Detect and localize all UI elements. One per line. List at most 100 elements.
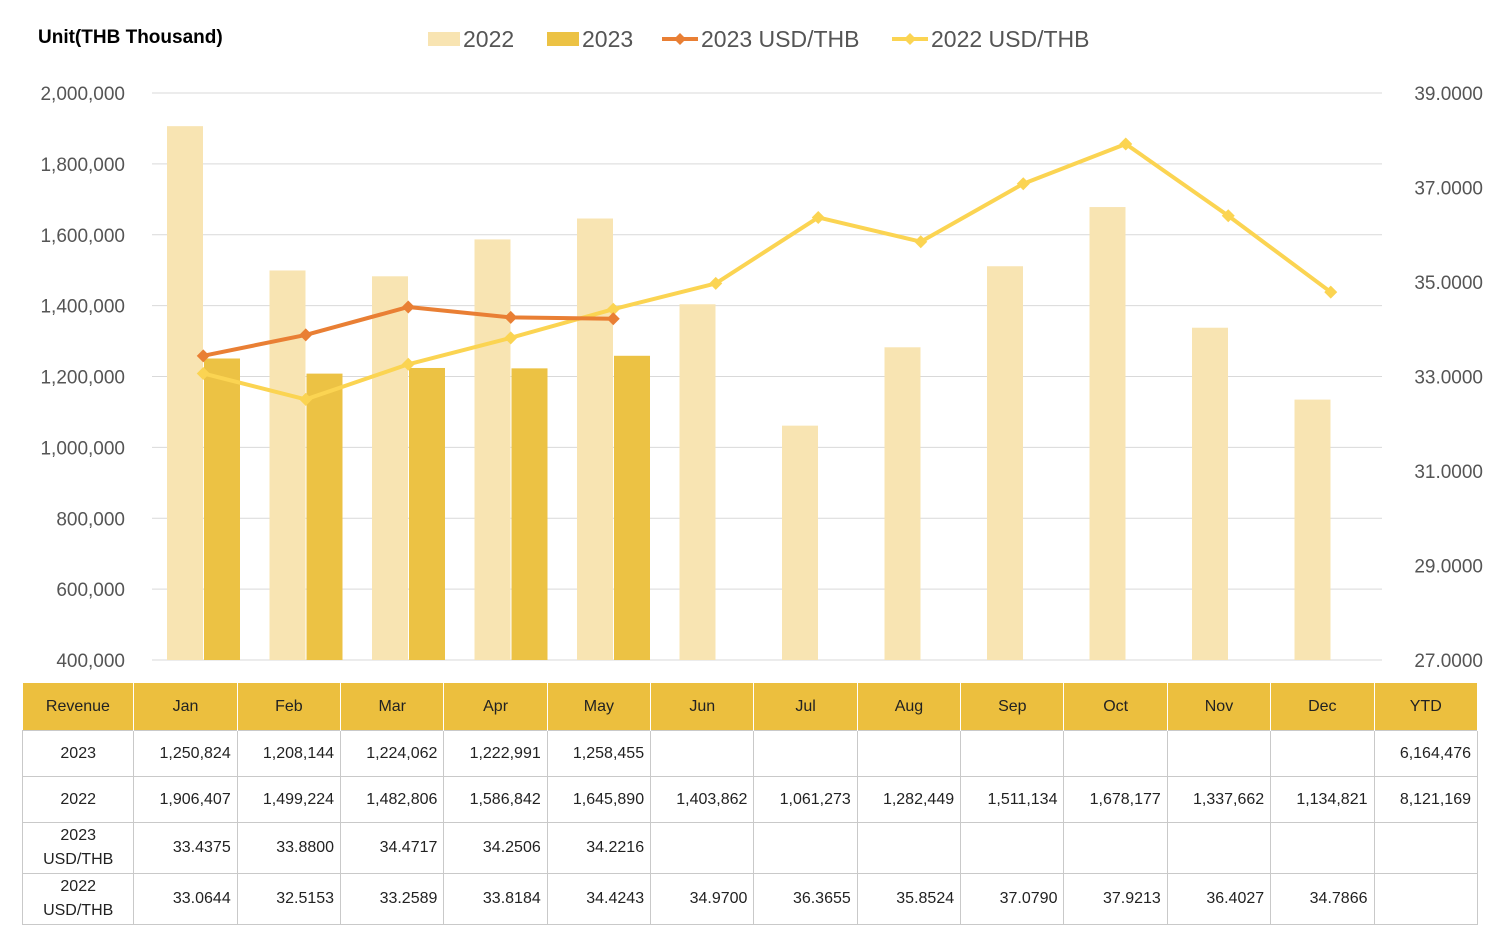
unit-label: Unit(THB Thousand) (38, 27, 223, 48)
y-left-tick-label: 2,000,000 (40, 84, 125, 105)
table-row: 2022 1,906,407 1,499,224 1,482,806 1,586,842… (21, 776, 1478, 823)
table-header: May (547, 683, 652, 731)
table-cell: 1,250,824 (133, 730, 238, 777)
table-cell (650, 730, 755, 777)
bar-2022-jul (782, 425, 818, 660)
table-header: Feb (237, 683, 342, 731)
table-cell: 32.5153 (236, 873, 342, 925)
table-header: Jul (753, 683, 858, 731)
table-cell (960, 822, 1065, 874)
point-2023-usd-thb (196, 349, 210, 363)
bar-2023-feb (306, 373, 343, 660)
row-label: 2023 USD/THB (21, 822, 135, 874)
bar-2022-sep (987, 266, 1023, 660)
table-cell: 37.9213 (1063, 873, 1168, 925)
table-cell: 8,121,169 (1373, 776, 1478, 823)
table-cell: 1,511,134 (960, 776, 1065, 823)
table-cell: 1,224,062 (340, 730, 445, 777)
table-row: 2022 USD/THB 33.0644 32.5153 33.2589 33.8184… (21, 873, 1478, 925)
bar-2022-aug (884, 347, 921, 660)
point-2023-usd-thb (299, 328, 313, 342)
point-2023-usd-thb (401, 300, 415, 314)
y-right-tick-label: 35.0000 (1414, 273, 1483, 294)
table-cell (1270, 730, 1375, 777)
point-2022-usd-thb (606, 302, 620, 316)
legend-label: 2022 USD/THB (931, 26, 1090, 52)
table-cell: 36.3655 (753, 873, 858, 925)
y-left-tick-label: 1,400,000 (40, 297, 125, 318)
table-cell (1270, 822, 1375, 874)
table-cell: 1,499,224 (236, 776, 342, 823)
bar-2022-apr (474, 239, 511, 660)
point-2022-usd-thb (1221, 209, 1235, 223)
table-cell: 1,403,862 (650, 776, 755, 823)
y-right-tick-label: 39.0000 (1414, 84, 1483, 105)
y-left-tick-label: 800,000 (56, 509, 125, 530)
bar-2022-dec (1294, 399, 1331, 660)
legend-label: 2023 (582, 26, 633, 52)
table-row: 2023 USD/THB 33.4375 33.8800 34.4717 34.2506… (21, 822, 1478, 874)
y-left-tick-label: 1,000,000 (40, 438, 125, 459)
table-cell: 1,678,177 (1063, 776, 1168, 823)
table-row: 2023 1,250,824 1,208,144 1,224,062 1,222,991… (21, 730, 1478, 777)
point-2022-usd-thb (914, 235, 928, 249)
table-cell: 1,337,662 (1166, 776, 1272, 823)
point-2023-usd-thb (504, 310, 518, 324)
bar-2023-may (614, 355, 650, 660)
point-2022-usd-thb (709, 276, 723, 290)
table-cell (856, 730, 962, 777)
y-left-tick-label: 1,800,000 (40, 155, 125, 176)
table-cell (650, 822, 755, 874)
point-2022-usd-thb (1324, 285, 1338, 299)
table-cell: 1,906,407 (133, 776, 238, 823)
table-header: Revenue (22, 683, 135, 731)
row-label: 2022 (21, 776, 135, 823)
table-cell: 1,282,449 (856, 776, 962, 823)
table-header: Oct (1063, 683, 1168, 731)
table-cell: 33.2589 (340, 873, 445, 925)
y-right-tick-label: 31.0000 (1414, 462, 1483, 483)
table-cell: 1,258,455 (546, 730, 652, 777)
table-cell (753, 730, 858, 777)
table-cell: 1,134,821 (1270, 776, 1375, 823)
bar-2022-mar (372, 276, 408, 660)
legend-marker (674, 33, 686, 45)
point-2023-usd-thb (606, 312, 620, 326)
table-cell: 34.7866 (1270, 873, 1375, 925)
table-header: Dec (1270, 683, 1375, 731)
table-header: Mar (340, 683, 445, 731)
table-cell: 1,208,144 (236, 730, 342, 777)
bar-2022-feb (269, 270, 306, 660)
table-cell (1373, 873, 1478, 925)
bar-2023-mar (409, 367, 445, 660)
table-cell: 34.4717 (340, 822, 445, 874)
table-cell: 33.0644 (133, 873, 238, 925)
legend-swatch (547, 32, 579, 46)
combo-chart: 400,000 600,000 800,000 1,000,000 1,200,000 1… (40, 26, 1483, 670)
table-header: Jan (133, 683, 238, 731)
line-2022-usd-thb (202, 141, 1332, 402)
table-cell: 1,061,273 (753, 776, 858, 823)
table-cell: 1,482,806 (340, 776, 445, 823)
table-header: Apr (443, 683, 548, 731)
table-cell: 34.2506 (443, 822, 548, 874)
table-cell: 33.4375 (133, 822, 238, 874)
point-2022-usd-thb (1119, 137, 1133, 151)
table-cell (1373, 822, 1478, 874)
bar-2022-nov (1192, 327, 1228, 660)
bar-2023-jan (204, 358, 240, 660)
bar-2022-oct (1089, 207, 1126, 660)
y-left-tick-label: 1,200,000 (40, 368, 125, 389)
point-2022-usd-thb (196, 366, 210, 380)
y-right-tick-label: 27.0000 (1414, 651, 1483, 670)
row-label: 2023 (21, 730, 135, 777)
bar-2022-may (577, 218, 613, 660)
table-cell: 33.8800 (236, 822, 342, 874)
table-cell: 37.0790 (960, 873, 1065, 925)
bar-2022-jun (679, 304, 716, 660)
point-2022-usd-thb (299, 392, 313, 406)
point-2022-usd-thb (1016, 177, 1030, 191)
table-cell: 1,645,890 (546, 776, 652, 823)
table-cell: 34.4243 (546, 873, 652, 925)
table-cell: 34.9700 (650, 873, 755, 925)
